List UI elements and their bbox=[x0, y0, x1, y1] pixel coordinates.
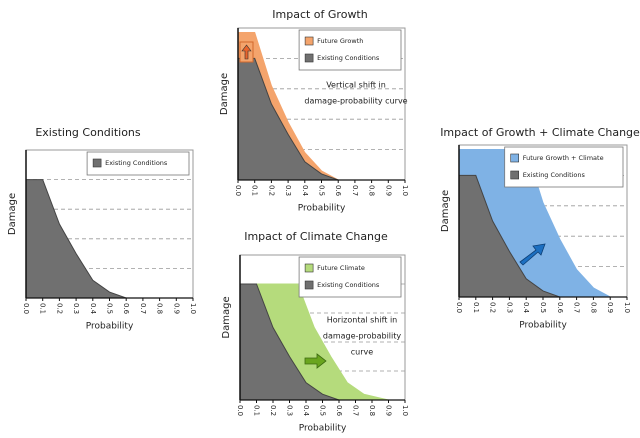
annotation: curve bbox=[351, 348, 373, 357]
x-tick-label: 0.5 bbox=[539, 302, 547, 313]
area-line bbox=[238, 57, 339, 181]
legend-swatch bbox=[304, 53, 314, 63]
x-tick-label: 0.7 bbox=[573, 302, 581, 313]
legend-swatch bbox=[92, 158, 102, 168]
arrow bbox=[304, 353, 327, 369]
chart: 0.0 0.1 0.2 0.3 0.4 0.5 0.6 0.7 0.8 0.9 1.0 Probabi… bbox=[440, 126, 640, 331]
annotation: Horizontal shift in bbox=[327, 316, 398, 325]
legend-swatch bbox=[304, 36, 314, 46]
legend-label: Existing Conditions bbox=[317, 281, 380, 289]
area-line bbox=[240, 283, 389, 401]
x-tick-label: 0.0 bbox=[234, 185, 242, 196]
x-tick-label: 0.7 bbox=[139, 303, 147, 314]
x-tick-label: 0.7 bbox=[352, 405, 360, 416]
y-axis-label: Damage bbox=[7, 193, 18, 235]
legend-box bbox=[298, 256, 402, 298]
x-tick-label: 0.9 bbox=[606, 302, 614, 313]
y-axis-label: Damage bbox=[219, 73, 230, 115]
x-axis-label: Probability bbox=[299, 424, 347, 434]
legend-swatch bbox=[510, 153, 520, 163]
x-tick-label: 0.2 bbox=[55, 303, 63, 314]
x-tick-label: 0.2 bbox=[489, 302, 497, 313]
area-fill bbox=[26, 179, 127, 298]
x-tick-label: 0.9 bbox=[385, 405, 393, 416]
annotation: damage-probability bbox=[323, 332, 402, 341]
x-tick-label: 0.6 bbox=[334, 185, 342, 197]
y-axis-label: Damage bbox=[221, 296, 232, 338]
arrow bbox=[519, 243, 546, 266]
legend-swatch bbox=[510, 170, 520, 180]
x-tick-label: 0.8 bbox=[589, 302, 597, 313]
x-axis-label: Probability bbox=[86, 322, 134, 332]
area-fill bbox=[240, 284, 339, 400]
x-tick-label: 0.4 bbox=[302, 405, 310, 417]
area-fill bbox=[238, 58, 339, 180]
x-tick-label: 0.1 bbox=[39, 303, 47, 314]
legend-label: Existing Conditions bbox=[317, 54, 380, 62]
chart-title: Impact of Climate Change bbox=[244, 230, 388, 243]
x-tick-label: 0.4 bbox=[89, 303, 97, 315]
legend-box bbox=[298, 29, 402, 71]
x-tick-label: 0.1 bbox=[253, 405, 261, 416]
annotation: damage-probability curve bbox=[304, 97, 407, 106]
x-tick-label: 0.3 bbox=[505, 302, 513, 313]
x-tick-label: 0.8 bbox=[368, 405, 376, 416]
x-tick-label: 0.8 bbox=[368, 185, 376, 196]
x-tick-label: 1.0 bbox=[401, 405, 409, 416]
chart: 0.0 0.1 0.2 0.3 0.4 0.5 0.6 0.7 0.8 0.9 1.0 Probabi… bbox=[7, 126, 197, 332]
x-tick-label: 0.4 bbox=[522, 302, 530, 314]
x-tick-label: 0.4 bbox=[301, 185, 309, 197]
x-tick-label: 0.3 bbox=[72, 303, 80, 314]
chart-title: Impact of Growth bbox=[272, 8, 367, 21]
legend-label: Future Growth bbox=[317, 37, 363, 45]
area-line bbox=[238, 32, 339, 181]
legend-swatch bbox=[304, 280, 314, 290]
x-tick-label: 0.0 bbox=[236, 405, 244, 416]
x-axis-label: Probability bbox=[298, 204, 346, 214]
legend-label: Future Climate bbox=[317, 264, 365, 272]
x-tick-label: 0.2 bbox=[269, 405, 277, 416]
x-tick-label: 0.6 bbox=[122, 303, 130, 315]
legend-label: Existing Conditions bbox=[523, 171, 586, 179]
legend-label: Future Growth + Climate bbox=[523, 154, 604, 162]
x-tick-label: 1.0 bbox=[189, 303, 197, 314]
x-tick-label: 0.3 bbox=[286, 405, 294, 416]
annotation: Vertical shift in bbox=[326, 81, 386, 90]
legend-swatch bbox=[304, 263, 314, 273]
x-tick-label: 0.5 bbox=[106, 303, 114, 314]
chart: 0.0 0.1 0.2 0.3 0.4 0.5 0.6 0.7 0.8 0.9 1.0 Probabi… bbox=[221, 230, 409, 434]
x-tick-label: 0.1 bbox=[472, 302, 480, 313]
x-tick-label: 1.0 bbox=[401, 185, 409, 196]
x-tick-label: 0.6 bbox=[335, 405, 343, 417]
x-tick-label: 0.6 bbox=[556, 302, 564, 314]
x-tick-label: 0.8 bbox=[156, 303, 164, 314]
area-line bbox=[240, 283, 340, 401]
area-line bbox=[26, 179, 127, 299]
chart: 0.0 0.1 0.2 0.3 0.4 0.5 0.6 0.7 0.8 0.9 1.0 Probabi… bbox=[219, 8, 409, 214]
chart-title: Impact of Growth + Climate Change bbox=[440, 126, 640, 139]
area-fill bbox=[459, 175, 560, 297]
area-line bbox=[459, 174, 560, 298]
y-axis-label: Damage bbox=[440, 190, 451, 232]
legend-label: Existing Conditions bbox=[105, 159, 168, 167]
arrow bbox=[241, 44, 252, 60]
x-tick-label: 0.2 bbox=[267, 185, 275, 196]
x-tick-label: 1.0 bbox=[623, 302, 631, 313]
x-tick-label: 0.5 bbox=[319, 405, 327, 416]
legend-box bbox=[504, 146, 624, 188]
x-tick-label: 0.3 bbox=[284, 185, 292, 196]
x-tick-label: 0.9 bbox=[172, 303, 180, 314]
x-tick-label: 0.0 bbox=[455, 302, 463, 313]
x-tick-label: 0.5 bbox=[318, 185, 326, 196]
x-tick-label: 0.7 bbox=[351, 185, 359, 196]
x-tick-label: 0.9 bbox=[384, 185, 392, 196]
x-axis-label: Probability bbox=[519, 321, 567, 331]
x-tick-label: 0.1 bbox=[251, 185, 259, 196]
x-tick-label: 0.0 bbox=[22, 303, 30, 314]
legend-box bbox=[86, 151, 190, 176]
chart-title: Existing Conditions bbox=[35, 126, 141, 139]
